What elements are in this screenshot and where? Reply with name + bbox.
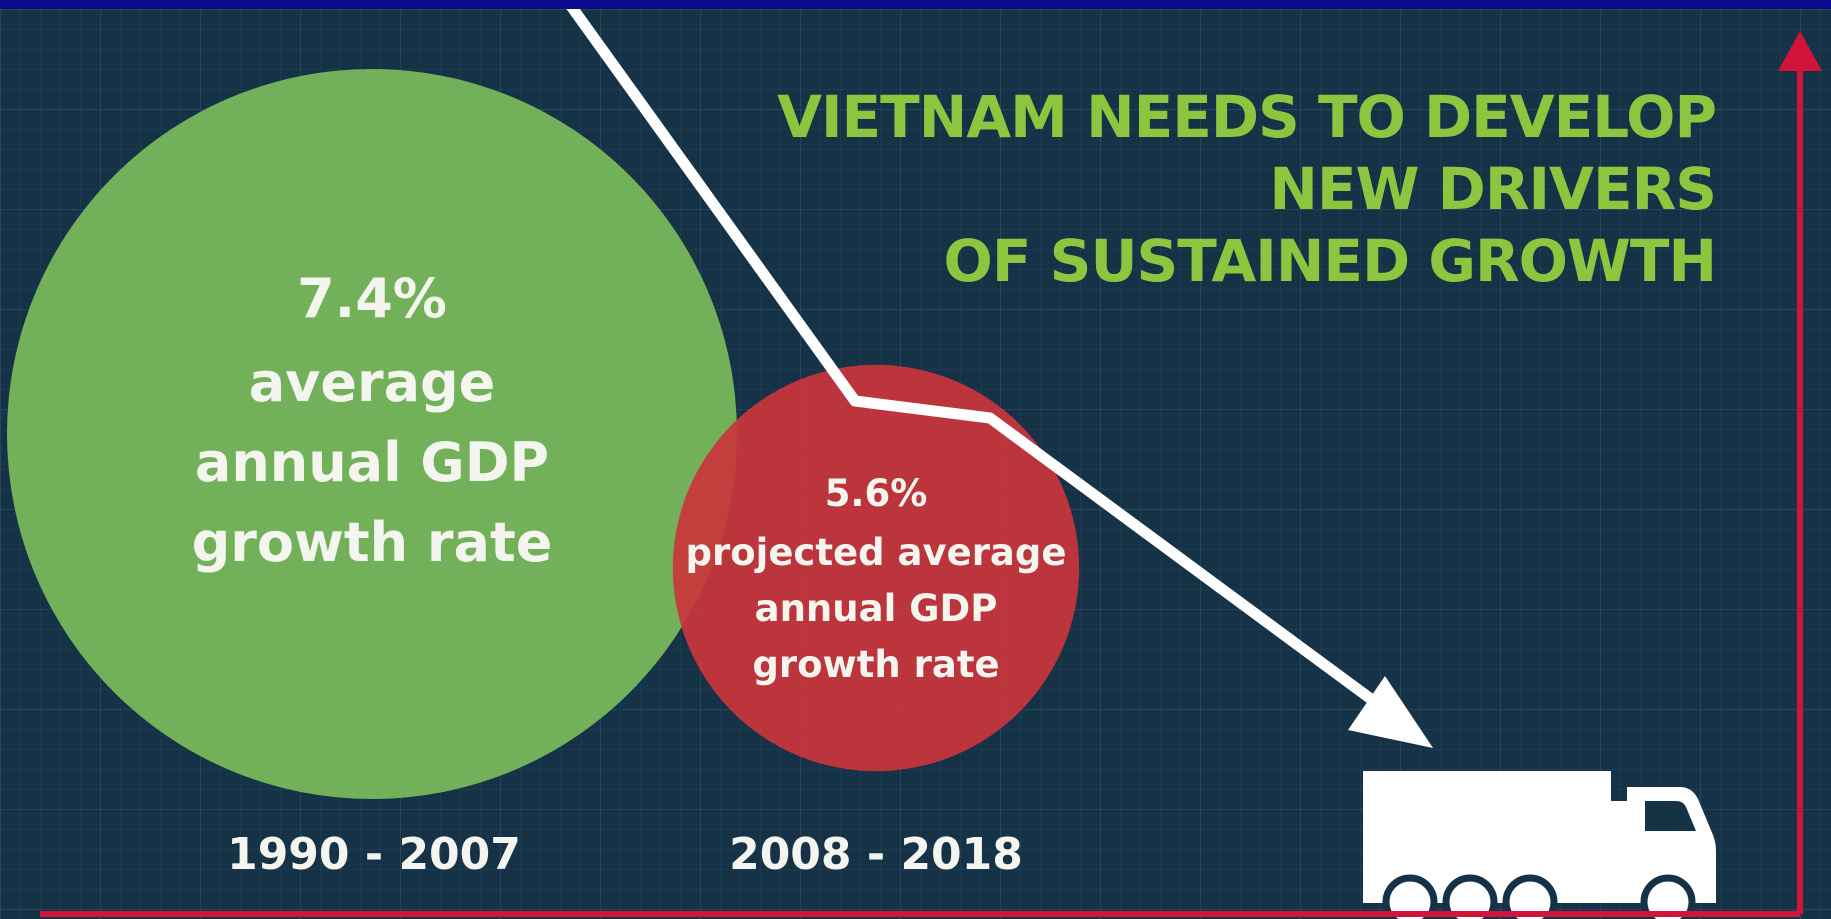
bubble-2-line-3: growth rate <box>752 643 999 686</box>
gdp-growth-infographic: VIETNAM NEEDS TO DEVELOP NEW DRIVERS OF … <box>0 9 1831 919</box>
bubble-2-line-2: annual GDP <box>755 587 998 630</box>
bubble-1-value: 7.4% <box>297 267 447 330</box>
bubble-1-line-2: annual GDP <box>195 431 549 494</box>
headline-line-1: VIETNAM NEEDS TO DEVELOP <box>777 83 1716 151</box>
truck-icon <box>1363 771 1716 919</box>
period-label-1990-2007: 1990 - 2007 <box>227 829 521 880</box>
bubble-2-value: 5.6% <box>825 472 928 515</box>
bubble-2-line-1: projected average <box>686 531 1067 574</box>
headline-line-2: NEW DRIVERS <box>1269 155 1716 223</box>
period-label-2008-2018: 2008 - 2018 <box>729 829 1023 880</box>
bubble-1-line-3: growth rate <box>192 511 553 574</box>
bubble-1-line-1: average <box>249 351 496 414</box>
infographic-stage: VIETNAM NEEDS TO DEVELOP NEW DRIVERS OF … <box>0 9 1831 919</box>
headline-line-3: OF SUSTAINED GROWTH <box>944 227 1716 295</box>
